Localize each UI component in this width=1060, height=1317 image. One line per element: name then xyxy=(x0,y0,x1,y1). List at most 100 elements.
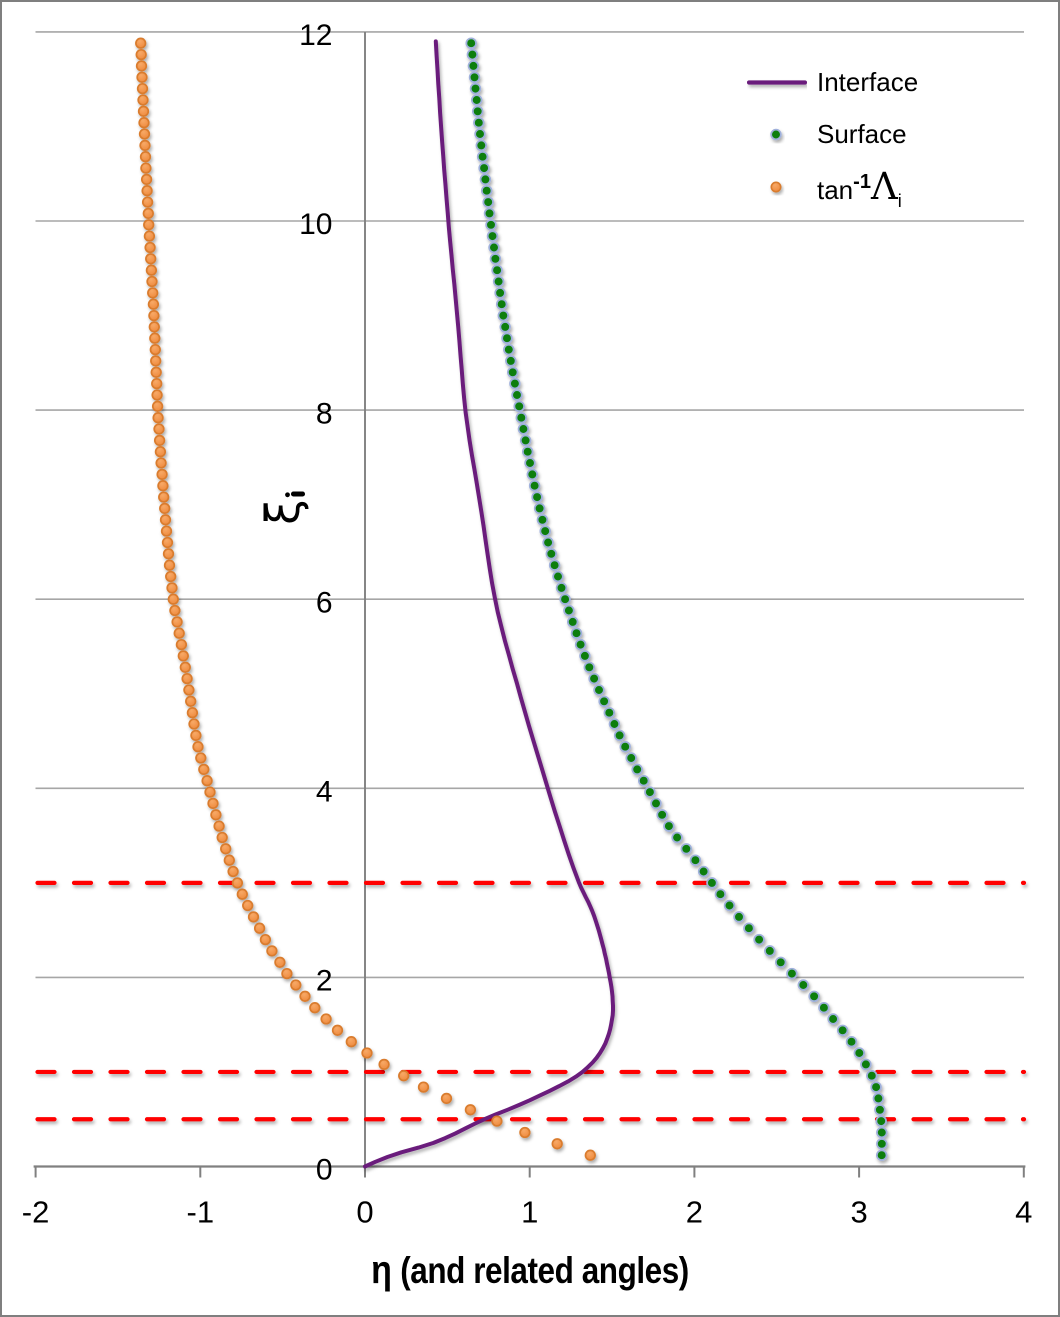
reference-lines xyxy=(35,880,1027,1122)
tan-lambda-dot xyxy=(290,979,302,991)
surface-dot xyxy=(574,638,587,651)
tan-lambda-dot xyxy=(163,559,176,571)
surface-dot xyxy=(486,230,499,242)
x-tick-labels: -2 -1 0 1 2 3 4 xyxy=(22,1195,1033,1230)
tan-lambda-dot xyxy=(147,298,160,310)
surface-dot xyxy=(875,1115,887,1127)
surface-dot xyxy=(475,139,488,152)
tan-lambda-dot xyxy=(167,593,179,605)
y-tick-label: 6 xyxy=(316,586,333,619)
surface-dot xyxy=(874,1104,886,1116)
tan-lambda-dot xyxy=(150,366,162,378)
tan-lambda-dot xyxy=(136,82,149,95)
tan-lambda-dot xyxy=(551,1138,563,1150)
y-axis-title-glyph: ξ xyxy=(256,499,310,525)
surface-dot xyxy=(818,1001,830,1014)
tan-lambda-dot xyxy=(320,1013,332,1025)
surface-dot xyxy=(723,899,736,912)
surface-dot xyxy=(466,48,479,61)
surface-dot xyxy=(513,400,525,413)
surface-dot xyxy=(505,355,517,367)
tan-lambda-dot xyxy=(247,911,260,923)
tan-lambda-dot xyxy=(440,1092,453,1105)
y-tick-label: 10 xyxy=(299,208,332,241)
surface-dot xyxy=(853,1047,866,1059)
tan-lambda-dot xyxy=(186,707,199,719)
surface-dot xyxy=(509,377,521,390)
surface-dot xyxy=(598,695,610,708)
tan-lambda-dot xyxy=(491,1115,503,1127)
surface-dot xyxy=(563,604,575,617)
tan-lambda-dot xyxy=(231,877,244,889)
surface-dot xyxy=(827,1013,839,1025)
series-surface xyxy=(465,37,888,1161)
tan-lambda-dot xyxy=(179,661,191,673)
surface-dot xyxy=(545,548,558,560)
surface-dot xyxy=(689,854,702,866)
tan-lambda-dot xyxy=(309,1002,321,1014)
x-tick-label: 3 xyxy=(850,1195,867,1230)
tan-lambda-dot xyxy=(135,48,147,61)
tan-lambda-dot xyxy=(151,389,163,401)
tan-lambda-dot xyxy=(173,627,185,639)
x-tick-label: 0 xyxy=(356,1195,373,1230)
surface-dot xyxy=(706,877,718,889)
surface-dot xyxy=(797,979,810,991)
tan-lambda-dot xyxy=(157,480,169,492)
surface-dot xyxy=(524,457,536,469)
tan-lambda-dot xyxy=(188,718,200,730)
surface-dot xyxy=(517,423,530,435)
surface-dot xyxy=(542,536,554,549)
tan-lambda-dot xyxy=(148,321,160,333)
tan-lambda-dot xyxy=(378,1058,390,1071)
tan-lambda-dot xyxy=(198,763,210,776)
tan-lambda-dot xyxy=(183,684,195,696)
tan-lambda-dot xyxy=(160,525,173,537)
surface-marker-swatch xyxy=(770,128,782,141)
tan-lambda-dot xyxy=(398,1070,410,1082)
tan-lambda-dot xyxy=(139,151,152,163)
surface-dot xyxy=(613,729,626,742)
tan-lambda-dot xyxy=(162,548,175,560)
x-tick-label: 4 xyxy=(1015,1195,1032,1230)
tan-lambda-dot xyxy=(274,956,286,968)
surface-dot xyxy=(579,650,591,662)
surface-dot xyxy=(474,128,486,140)
legend-label-tan-lambda: tan-1Λi xyxy=(817,165,902,211)
tan-lambda-dot xyxy=(142,207,154,220)
axes xyxy=(33,32,1026,1178)
surface-dot xyxy=(650,797,662,810)
surface-dot xyxy=(583,661,596,674)
gridlines xyxy=(35,31,1024,979)
tan-lambda-dot xyxy=(417,1081,430,1093)
tan-lambda-dot xyxy=(159,502,171,515)
x-axis-title: η (and related angles) xyxy=(80,1248,981,1293)
tan-lambda-dot xyxy=(145,264,158,276)
tan-lambda-dot xyxy=(140,162,152,174)
surface-dot xyxy=(671,831,683,844)
surface-dot xyxy=(531,491,543,503)
y-tick-label: 0 xyxy=(316,1154,333,1187)
tan-lambda-dot xyxy=(153,434,166,447)
surface-dot xyxy=(866,1069,878,1082)
surface-dot xyxy=(548,559,561,571)
tan-lambda-dot xyxy=(216,831,228,844)
tan-lambda-dot xyxy=(236,888,248,900)
surface-dot xyxy=(494,287,506,299)
surface-dot xyxy=(478,162,490,174)
surface-dot xyxy=(519,434,532,447)
tan-lambda-dot xyxy=(136,71,148,83)
tan-lambda-dot xyxy=(207,797,219,810)
surface-dot xyxy=(644,786,656,798)
tan-lambda-dot xyxy=(299,990,311,1002)
surface-dot xyxy=(625,752,637,764)
surface-dot xyxy=(482,196,494,208)
tan-lambda-dot xyxy=(135,37,147,49)
surface-dot xyxy=(743,922,755,934)
tan-lambda-dot xyxy=(519,1126,531,1139)
surface-dot xyxy=(619,740,631,753)
surface-dot xyxy=(526,468,539,481)
tan-lambda-dot xyxy=(145,253,157,265)
surface-dot xyxy=(511,389,523,401)
